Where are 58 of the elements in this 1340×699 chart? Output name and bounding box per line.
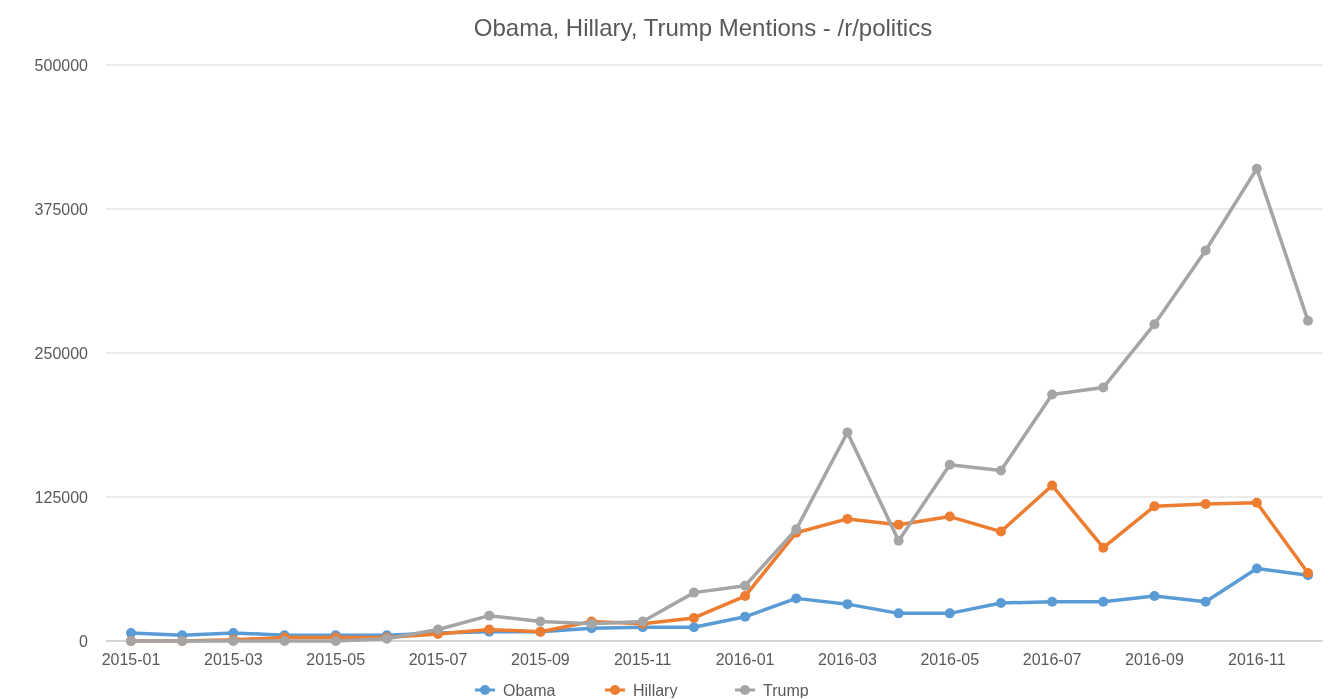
point — [842, 513, 853, 524]
x-tick-label: 2015-09 — [511, 651, 570, 668]
point — [1047, 389, 1058, 400]
point — [688, 612, 699, 623]
x-tick-label: 2016-07 — [1022, 651, 1082, 668]
x-tick-label: 2016-09 — [1125, 651, 1184, 668]
point — [944, 459, 955, 470]
point — [842, 599, 853, 610]
point — [484, 610, 495, 621]
point — [1047, 596, 1058, 607]
x-tick-label: 2015-03 — [203, 651, 263, 668]
point — [791, 593, 802, 604]
point — [995, 597, 1006, 608]
point — [995, 465, 1006, 476]
point — [1149, 501, 1160, 512]
point — [893, 535, 904, 546]
y-tick-label: 375000 — [34, 201, 89, 218]
x-tick-label: 2016-11 — [1228, 651, 1286, 668]
chart-title: Obama, Hillary, Trump Mentions - /r/politics — [473, 14, 933, 41]
x-tick-label: 2015-01 — [101, 651, 161, 668]
point — [1047, 480, 1058, 491]
point — [842, 427, 853, 438]
point — [893, 608, 904, 619]
x-tick-label: 2015-07 — [408, 651, 468, 668]
point — [1200, 245, 1211, 256]
point — [1251, 497, 1262, 508]
y-tick-label: 125000 — [34, 489, 89, 506]
point — [279, 636, 290, 646]
point — [1149, 319, 1160, 330]
point — [1200, 498, 1211, 509]
point — [740, 611, 751, 622]
y-tick-label: 500000 — [34, 57, 89, 74]
x-tick-label: 2016-03 — [818, 651, 877, 668]
point — [944, 511, 955, 522]
point — [1098, 542, 1109, 553]
point — [1251, 163, 1262, 174]
x-tick-label: 2016-01 — [715, 651, 775, 668]
point — [740, 591, 751, 602]
point — [1303, 315, 1313, 326]
point — [740, 580, 751, 591]
point — [1251, 563, 1262, 574]
y-tick-label: 250000 — [34, 345, 89, 362]
y-tick-label: 0 — [79, 633, 89, 650]
x-tick-label: 2015-11 — [613, 651, 672, 668]
point — [1098, 382, 1109, 393]
legend-label: Obama — [503, 682, 556, 699]
point — [893, 519, 904, 530]
point — [688, 587, 699, 598]
point — [944, 608, 955, 619]
point — [535, 616, 546, 627]
point — [1200, 596, 1211, 607]
point — [330, 636, 341, 646]
x-tick-label: 2015-05 — [306, 651, 366, 668]
x-tick-label: 2016-05 — [920, 651, 980, 668]
point — [1149, 591, 1160, 602]
point — [688, 622, 699, 633]
point — [1098, 596, 1109, 607]
point — [995, 526, 1006, 537]
